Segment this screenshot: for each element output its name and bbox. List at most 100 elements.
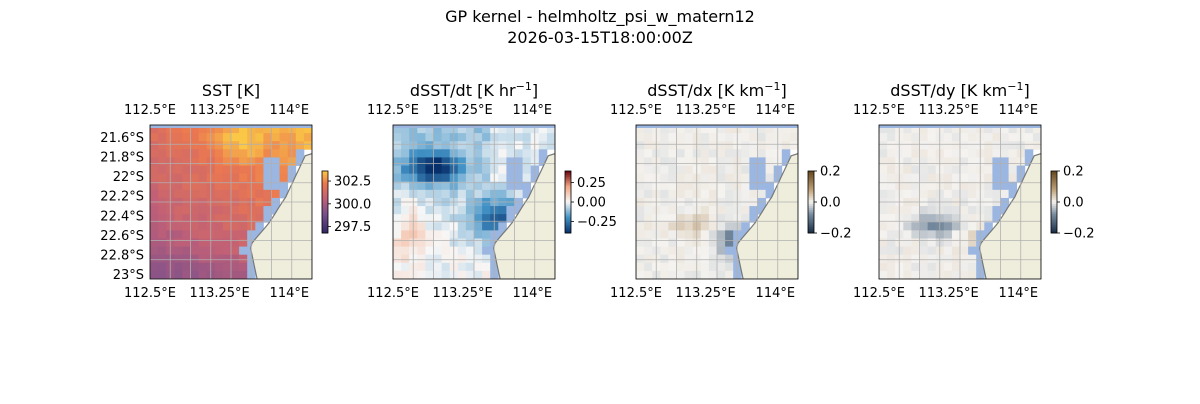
heatmap-cell [887,222,896,231]
heatmap-cell [887,214,896,223]
colorbar-swatch [322,220,328,224]
heatmap-cell [271,125,280,134]
heatmap-cell [684,157,694,166]
colorbar-swatch [1051,222,1057,226]
heatmap-cell [214,238,224,247]
heatmap-cell [457,125,467,134]
heatmap-cell [198,230,208,239]
heatmap-cell [960,173,969,183]
heatmap-cell [1000,189,1009,199]
heatmap-cell [1032,141,1041,150]
heatmap-cell [457,189,467,199]
heatmap-cell [401,214,410,223]
heatmap-cell [968,206,977,215]
heatmap-cell [198,165,208,175]
heatmap-cell [879,157,888,166]
heatmap-cell [506,206,515,215]
heatmap-cell [636,165,645,175]
heatmap-cell [741,149,750,158]
heatmap-cell [960,133,969,142]
heatmap-cell [474,149,483,158]
heatmap-cell [919,189,928,199]
heatmap-cell [239,214,248,223]
heatmap-cell [676,246,685,256]
heatmap-cell [676,149,685,158]
heatmap-cell [231,133,240,142]
heatmap-cell [717,133,726,142]
heatmap-cell [644,254,653,264]
heatmap-cell [279,165,289,175]
heatmap-cell [214,181,224,191]
heatmap-cell [968,254,977,264]
colorbar-swatch [1051,202,1057,205]
heatmap-cell [684,189,694,199]
heatmap-cell [951,262,961,272]
heatmap-cell [1024,133,1034,142]
colorbar-swatch [565,212,571,215]
colorbar-tick-label: 0.2 [820,165,841,180]
colorbar-swatch [322,226,328,230]
heatmap-cell [498,214,507,223]
heatmap-cell [749,141,758,150]
heatmap-cell [214,230,224,239]
heatmap-cell [441,254,451,264]
heatmap-cell [919,254,928,264]
heatmap-cell [231,157,240,166]
heatmap-cell [927,270,937,279]
heatmap-cell [474,238,483,247]
heatmap-cell [150,230,159,239]
colorbar-swatch [808,177,814,180]
lon-tick-label-top: 114°E [999,103,1039,118]
heatmap-cell [441,270,451,279]
colorbar-swatch [1051,199,1057,203]
heatmap-cell [441,181,451,191]
heatmap-cell [295,125,305,134]
colorbar-swatch [322,202,328,205]
heatmap-cell [676,157,685,166]
colorbar-swatch [1051,185,1057,188]
heatmap-cell [457,214,467,223]
heatmap-cell [927,157,937,166]
heatmap-cell [919,125,928,134]
colorbar-swatch [808,189,814,193]
colorbar-swatch [1051,226,1057,230]
heatmap-cell [984,173,993,183]
heatmap-cell [441,206,451,215]
colorbar-swatch [1051,191,1057,195]
heatmap-cell [182,254,191,264]
heatmap-cell [271,149,280,158]
colorbar-swatch [1051,195,1057,199]
heatmap-cell [198,125,208,134]
heatmap-cell [425,141,434,150]
heatmap-cell [660,246,669,256]
heatmap-cell [263,133,272,142]
heatmap-cell [668,133,677,142]
heatmap-cell [174,222,183,231]
heatmap-cell [198,246,208,256]
heatmap-cell [441,165,451,175]
heatmap-cell [465,206,475,215]
panel-title-text: SST [K] [202,81,260,100]
colorbar-swatch [808,216,814,219]
heatmap-cell [401,230,410,239]
colorbar-swatch [808,193,814,197]
panel-1: SST [K] 112.5°E 112.5°E 113.25°E 113.25°E 114… [100,81,371,301]
heatmap-cell [879,173,888,183]
heatmap-cell [927,262,937,272]
heatmap-cell [214,254,224,264]
heatmap-cell [465,246,475,256]
heatmap-cell [255,141,264,150]
heatmap-cell [943,141,953,150]
colorbar-swatch [1051,197,1057,201]
heatmap-cell [231,270,240,279]
heatmap-cell [879,165,888,175]
heatmap-cell [717,165,726,175]
heatmap-cell [636,270,645,279]
heatmap-cell [951,149,961,158]
colorbar-swatch [322,224,328,228]
colorbar-swatch [1051,204,1057,207]
heatmap-cell [749,149,758,158]
heatmap-cell [231,125,240,134]
heatmap-cell [198,222,208,231]
